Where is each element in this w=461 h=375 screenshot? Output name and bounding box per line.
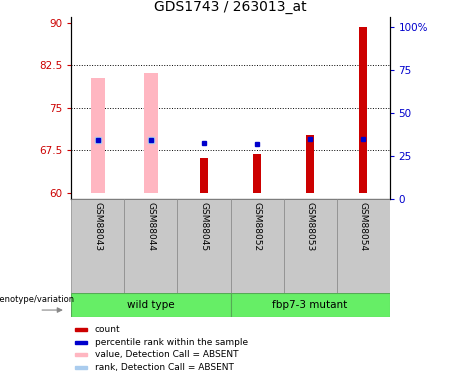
- Bar: [90, 78, 106, 193]
- Text: GSM88045: GSM88045: [200, 202, 208, 251]
- Bar: [177, 199, 230, 292]
- Bar: [71, 292, 230, 317]
- Bar: [230, 199, 284, 292]
- Title: GDS1743 / 263013_at: GDS1743 / 263013_at: [154, 0, 307, 15]
- Bar: [75, 366, 87, 369]
- Bar: [284, 199, 337, 292]
- Bar: [253, 154, 261, 193]
- Text: genotype/variation: genotype/variation: [0, 295, 74, 304]
- Text: wild type: wild type: [127, 300, 175, 310]
- Text: GSM88043: GSM88043: [94, 202, 102, 251]
- Bar: [75, 328, 87, 331]
- Bar: [306, 135, 314, 193]
- Bar: [143, 73, 159, 193]
- Text: count: count: [95, 325, 120, 334]
- Bar: [71, 199, 124, 292]
- Bar: [359, 27, 367, 193]
- Bar: [230, 292, 390, 317]
- Bar: [75, 341, 87, 344]
- Text: GSM88054: GSM88054: [359, 202, 367, 251]
- Text: value, Detection Call = ABSENT: value, Detection Call = ABSENT: [95, 350, 238, 359]
- Bar: [75, 353, 87, 356]
- Text: GSM88044: GSM88044: [147, 202, 155, 250]
- Bar: [337, 199, 390, 292]
- Text: fbp7-3 mutant: fbp7-3 mutant: [272, 300, 348, 310]
- Bar: [200, 158, 208, 193]
- Text: rank, Detection Call = ABSENT: rank, Detection Call = ABSENT: [95, 363, 234, 372]
- Text: GSM88052: GSM88052: [253, 202, 261, 251]
- Text: percentile rank within the sample: percentile rank within the sample: [95, 338, 248, 347]
- Bar: [124, 199, 177, 292]
- Text: GSM88053: GSM88053: [306, 202, 314, 251]
